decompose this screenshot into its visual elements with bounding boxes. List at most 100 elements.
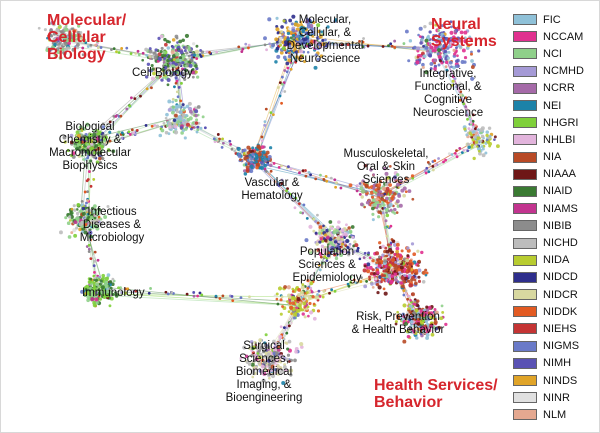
network-node [136, 49, 140, 53]
network-node [354, 281, 358, 285]
network-node [246, 145, 251, 150]
network-node [258, 166, 262, 170]
network-node [185, 51, 189, 55]
network-node [175, 58, 180, 63]
network-node [192, 53, 197, 57]
network-node [350, 225, 355, 229]
region-integrative-functional-cognitive-neuroscience: Integrative, Functional, & Cognitive Neuros… [412, 68, 484, 119]
legend-item: NCCAM [513, 28, 597, 45]
network-node [218, 137, 221, 141]
network-node [194, 113, 198, 118]
legend-swatch [513, 392, 537, 404]
network-node [317, 29, 321, 34]
network-node [495, 144, 500, 149]
region-risk-prevention-health-behavior: Risk, Prevention & Health Behavior [351, 311, 445, 336]
network-node [271, 113, 275, 116]
network-node [382, 287, 386, 291]
network-node [302, 203, 306, 207]
network-node [445, 68, 449, 72]
network-node [160, 128, 165, 133]
network-node [176, 95, 180, 99]
network-node [251, 152, 255, 157]
network-node [237, 45, 241, 49]
legend-swatch [513, 409, 537, 421]
network-node [99, 46, 103, 49]
network-node [155, 75, 160, 80]
legend-item: NIA [513, 149, 597, 166]
network-node [297, 202, 301, 206]
legend-item: NLM [513, 406, 597, 423]
network-node [323, 255, 327, 258]
legend-swatch [513, 289, 537, 301]
network-node [101, 273, 106, 278]
network-node [148, 49, 153, 54]
legend-item: NIDCD [513, 269, 597, 286]
network-node [318, 34, 323, 39]
network-node [455, 85, 458, 89]
legend-label: NINR [543, 391, 570, 404]
network-node [479, 127, 484, 133]
network-node [381, 45, 385, 48]
network-node [407, 294, 411, 298]
network-node [199, 49, 202, 52]
network-node [378, 241, 382, 245]
network-node [108, 120, 112, 124]
network-node [380, 193, 384, 197]
network-node [141, 58, 145, 62]
network-node [221, 294, 225, 298]
network-node [299, 20, 303, 24]
network-node [391, 268, 395, 271]
network-node [424, 45, 429, 50]
network-node [437, 63, 441, 67]
network-node [279, 298, 283, 302]
category-health-services-behavior: Health Services/Behavior [374, 377, 498, 411]
network-node [316, 57, 320, 61]
network-node [165, 39, 170, 44]
network-edge [102, 290, 300, 303]
network-node [293, 22, 298, 27]
network-node [359, 202, 364, 207]
network-node [162, 60, 166, 64]
region-musculoskeletal-oral-skin-sciences: Musculoskeletal, Oral & Skin Sciences [343, 148, 429, 186]
network-node [385, 213, 390, 218]
network-node [447, 152, 451, 156]
network-node [330, 288, 334, 292]
network-node [444, 158, 448, 162]
network-node [387, 44, 390, 48]
legend-swatch [513, 254, 537, 266]
network-node [145, 87, 149, 91]
network-node [236, 146, 241, 151]
network-node [361, 40, 365, 44]
network-node [460, 151, 464, 154]
legend-item: NIAAA [513, 166, 597, 183]
network-node [52, 32, 57, 36]
network-node [283, 40, 288, 45]
network-node [279, 43, 283, 47]
network-node [175, 90, 179, 94]
network-node [160, 78, 164, 82]
network-node [96, 258, 100, 262]
network-node [312, 20, 316, 25]
network-node [355, 184, 359, 187]
network-node [171, 54, 176, 58]
network-node [280, 82, 284, 86]
legend-swatch [513, 100, 537, 112]
network-node [184, 33, 190, 39]
network-node [195, 53, 200, 58]
network-node [81, 53, 85, 57]
network-edge [256, 43, 302, 158]
network-node [135, 129, 139, 132]
network-node [305, 299, 309, 303]
network-node [183, 77, 187, 81]
network-node [458, 81, 462, 85]
network-node [264, 170, 268, 173]
network-node [241, 47, 245, 51]
network-node [285, 322, 289, 325]
network-node [407, 189, 412, 194]
network-node [402, 339, 407, 344]
network-node [318, 240, 322, 244]
network-node [306, 24, 311, 29]
network-node [365, 280, 368, 283]
network-node [294, 60, 298, 64]
network-node [287, 27, 291, 30]
